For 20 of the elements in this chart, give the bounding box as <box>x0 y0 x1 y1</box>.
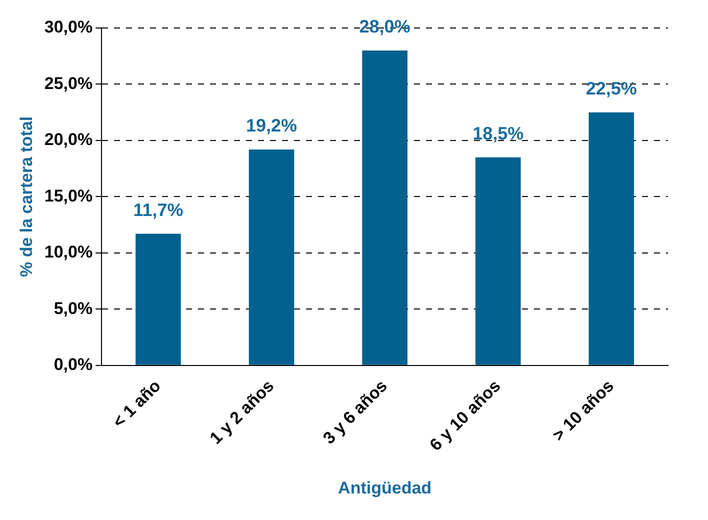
data-label: 18,5% <box>472 123 524 144</box>
data-label: 11,7% <box>133 200 184 220</box>
y-tick-label: 25,0% <box>44 74 93 93</box>
x-tick-label: < 1 año <box>109 376 164 432</box>
bar <box>475 157 521 365</box>
y-tick-label: 30,0% <box>44 18 93 37</box>
data-label: 19,2% <box>246 115 298 136</box>
bar <box>248 149 294 365</box>
bar <box>588 112 634 365</box>
y-tick-label: 10,0% <box>44 242 93 262</box>
data-label: 28,0% <box>359 16 410 36</box>
y-tick-label: 15,0% <box>44 186 93 206</box>
data-label: 22,5% <box>586 78 637 98</box>
y-tick-label: 0,0% <box>54 355 93 374</box>
x-axis-title: Antigüedad <box>338 478 432 498</box>
bar <box>136 234 181 365</box>
bar <box>362 50 408 365</box>
y-tick-label: 5,0% <box>54 298 93 318</box>
y-axis-title: % de la cartera total <box>16 116 36 277</box>
y-tick-label: 20,0% <box>44 130 93 150</box>
